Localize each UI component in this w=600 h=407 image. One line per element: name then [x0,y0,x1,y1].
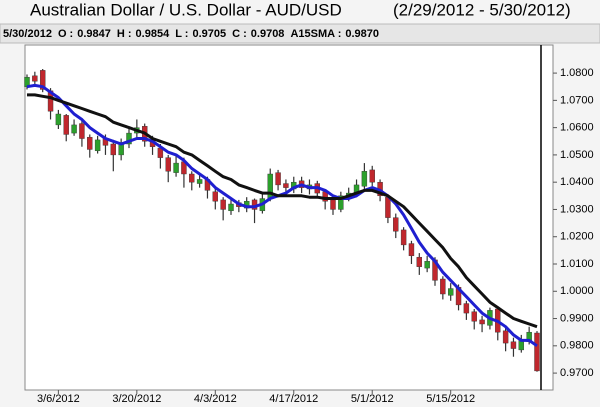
y-tick-label: 0.9700 [560,367,594,379]
candle-body [447,288,454,296]
candle-body [189,173,195,183]
x-tick-label: 4/3/2012 [194,393,237,405]
candle-body [338,195,344,210]
candle-body [502,330,509,344]
candle-body [126,132,132,145]
status-value: 0.9705 [192,28,226,40]
candle-body [369,169,375,183]
candle-body [87,136,93,150]
candle-body [275,172,281,186]
status-label: H : [117,28,132,40]
candle-body [385,196,391,218]
y-tick-label: 0.9800 [560,340,594,352]
x-tick-label: 5/15/2012 [426,393,475,405]
candle-body [228,203,234,212]
candle-body [63,115,69,135]
candle-body [361,171,368,187]
y-tick-label: 1.0000 [560,285,594,297]
candle-body [479,319,485,325]
y-tick-label: 1.0500 [560,149,594,161]
status-value: 0.9870 [345,28,379,40]
y-tick-label: 0.9900 [560,312,594,324]
candle-body [165,157,171,172]
status-label: O : [58,28,73,40]
y-tick-label: 1.0700 [560,94,594,106]
candle-body [212,191,219,202]
candle-body [510,341,517,349]
y-tick-label: 1.0800 [560,67,594,79]
status-value: 0.9854 [136,28,171,40]
candle-body [463,303,470,314]
candle-body [416,256,423,267]
candle-body [94,139,101,152]
status-label: A15SMA : [290,28,341,40]
y-tick-label: 1.0600 [560,122,594,134]
candle-body [110,143,117,156]
x-tick-label: 4/17/2012 [269,393,318,405]
moving-average-line [27,93,538,329]
candle-body [408,243,415,257]
status-label: L : [175,28,188,40]
status-label: C : [232,28,247,40]
chart-title: Australian Dollar / U.S. Dollar - AUD/US… [30,0,342,19]
candle-body [424,261,430,269]
candle-body [39,70,46,90]
candle-body [283,183,289,188]
candle-body [24,76,30,87]
candle-body [32,75,38,82]
chart-subtitle: (2/29/2012 - 5/30/2012) [393,0,571,19]
plot [24,69,540,372]
y-tick-label: 1.0200 [560,231,594,243]
candle-body [55,113,62,126]
status-value: 0.9708 [251,28,285,40]
status-date: 5/30/2012 [3,28,52,40]
x-tick-label: 3/20/2012 [112,393,161,405]
candle-body [440,278,446,295]
candle-body [196,179,203,184]
candle-body [534,332,540,372]
status-bar [0,23,600,44]
candle-body [400,229,407,246]
x-tick-label: 3/6/2012 [37,393,80,405]
status-items: O : 0.9847 H : 0.9854 L : 0.9705 C : 0.9708 A15S… [58,28,379,40]
candle-body [71,124,77,134]
x-tick-label: 5/1/2012 [351,393,394,405]
y-tick-label: 1.0300 [560,203,594,215]
candle-body [79,123,85,139]
y-tick-label: 1.0100 [560,258,594,270]
y-tick-label: 1.0400 [560,176,594,188]
plot-area [24,44,554,391]
status-value: 0.9847 [77,28,111,40]
candle-body [471,311,477,322]
candle-body [173,162,179,173]
candle-body [393,217,399,232]
candle-body [220,199,226,210]
candle-body [330,199,336,210]
